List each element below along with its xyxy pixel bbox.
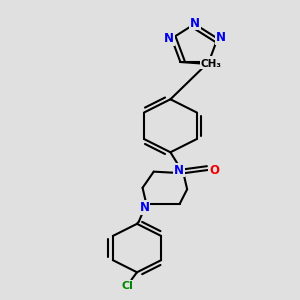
Text: Cl: Cl: [122, 281, 134, 291]
Text: N: N: [207, 57, 217, 70]
Text: N: N: [215, 31, 226, 44]
Text: N: N: [190, 16, 200, 29]
Text: CH₃: CH₃: [201, 58, 222, 69]
Text: N: N: [174, 164, 184, 176]
Text: O: O: [209, 164, 219, 176]
Text: N: N: [164, 32, 174, 45]
Text: N: N: [140, 201, 149, 214]
